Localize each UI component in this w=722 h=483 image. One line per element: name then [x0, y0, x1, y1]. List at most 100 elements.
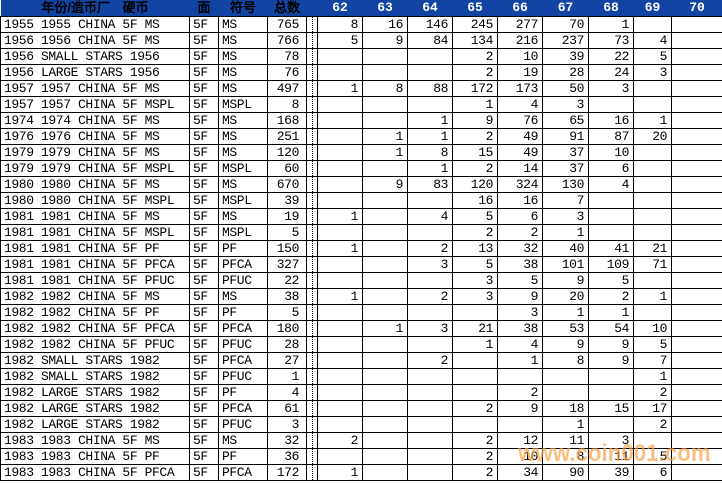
grade-count-cell: 9 — [497, 288, 543, 305]
denomination-cell: 5F — [189, 192, 219, 209]
grade-count-cell — [362, 416, 408, 433]
designation-cell: MS — [218, 80, 268, 97]
pane-split-spacer — [306, 416, 318, 433]
grade-count-cell: 1 — [542, 416, 589, 433]
designation-cell: MS — [218, 128, 268, 145]
designation-cell: PF — [218, 304, 268, 321]
table-row: 1982 LARGE STARS 1982 5F PFCA 61 2 9 18 15 1… — [0, 400, 722, 417]
grade-count-cell: 7 — [633, 352, 672, 369]
pane-split-spacer — [306, 448, 318, 465]
grade-count-cell: 245 — [452, 16, 498, 33]
year-mint-cell: 1981 1981 CHINA 5F PFUC — [0, 272, 190, 289]
grade-count-cell: 8 — [317, 16, 363, 33]
grade-count-cell — [407, 416, 453, 433]
grade-count-cell: 1 — [542, 304, 589, 321]
table-row: 1955 1955 CHINA 5F MS 5F MS 765 8 16 146 24… — [0, 16, 722, 33]
table-body: 1955 1955 CHINA 5F MS 5F MS 765 8 16 146 24… — [0, 16, 722, 481]
grade-count-cell — [671, 176, 722, 193]
grade-count-cell: 1 — [407, 112, 453, 129]
grade-count-cell — [317, 64, 363, 81]
grade-count-cell: 88 — [407, 80, 453, 97]
denomination-cell: 5F — [189, 96, 219, 113]
pane-split-spacer — [306, 208, 318, 225]
grade-count-cell: 20 — [633, 128, 672, 145]
grade-count-cell: 15 — [452, 144, 498, 161]
total-cell: 251 — [267, 128, 307, 145]
grade-count-cell: 3 — [407, 320, 453, 337]
pane-split-spacer — [306, 304, 318, 321]
denomination-cell: 5F — [189, 80, 219, 97]
grade-count-cell: 172 — [452, 80, 498, 97]
grade-count-cell: 10 — [497, 448, 543, 465]
grade-count-cell: 11 — [542, 432, 589, 449]
grade-count-cell: 70 — [542, 16, 589, 33]
pane-split-dotted-line — [311, 449, 313, 464]
grade-count-cell: 16 — [362, 16, 408, 33]
grade-count-cell: 91 — [542, 128, 589, 145]
grade-count-cell: 34 — [497, 464, 543, 481]
grade-count-cell — [362, 224, 408, 241]
pane-split-dotted-line — [311, 321, 313, 336]
year-mint-label: 年份/造币厂 — [41, 0, 110, 15]
grade-count-cell — [362, 192, 408, 209]
grade-count-cell — [362, 384, 408, 401]
year-mint-cell: 1974 1974 CHINA 5F MS — [0, 112, 190, 129]
grade-count-cell — [588, 416, 634, 433]
table-row: 1981 1981 CHINA 5F PF 5F PF 150 1 2 13 32 40… — [0, 240, 722, 257]
grade-count-cell: 84 — [407, 32, 453, 49]
grade-count-cell: 16 — [588, 112, 634, 129]
grade-count-cell — [633, 208, 672, 225]
grade-count-cell: 1 — [362, 144, 408, 161]
grade-count-cell: 6 — [633, 464, 672, 481]
year-mint-cell: 1981 1981 CHINA 5F MSPL — [0, 224, 190, 241]
year-mint-cell: 1983 1983 CHINA 5F MS — [0, 432, 190, 449]
grade-count-cell — [317, 384, 363, 401]
total-cell: 3 — [267, 416, 307, 433]
total-cell: 76 — [267, 64, 307, 81]
grade-count-cell — [317, 272, 363, 289]
table-row: 1974 1974 CHINA 5F MS 5F MS 168 1 9 76 65 16… — [0, 112, 722, 129]
total-cell: 32 — [267, 432, 307, 449]
year-mint-cell: 1982 SMALL STARS 1982 — [0, 368, 190, 385]
grade-count-cell: 71 — [633, 256, 672, 273]
denomination-cell: 5F — [189, 208, 219, 225]
grade-count-cell: 4 — [497, 336, 543, 353]
designation-cell: PF — [218, 240, 268, 257]
grade-count-cell: 24 — [588, 64, 634, 81]
pane-split-spacer — [306, 384, 318, 401]
grade-count-cell: 130 — [542, 176, 589, 193]
grade-count-cell: 120 — [452, 176, 498, 193]
total-cell: 27 — [267, 352, 307, 369]
grade-count-cell: 3 — [452, 272, 498, 289]
pane-split-dotted-line — [311, 369, 313, 384]
total-cell: 670 — [267, 176, 307, 193]
grade-count-cell — [317, 112, 363, 129]
grade-count-cell: 2 — [317, 432, 363, 449]
pane-split-spacer — [306, 400, 318, 417]
grade-count-cell: 39 — [542, 48, 589, 65]
pane-split-dotted-line — [311, 241, 313, 256]
denomination-cell: 5F — [189, 352, 219, 369]
designation-cell: PFUC — [218, 336, 268, 353]
grade-count-cell — [317, 336, 363, 353]
pane-split-spacer — [306, 176, 318, 193]
grade-count-cell — [407, 448, 453, 465]
pane-split-spacer — [306, 272, 318, 289]
grade-count-cell — [407, 384, 453, 401]
grade-count-cell — [407, 304, 453, 321]
grade-count-cell — [317, 256, 363, 273]
grade-count-cell: 1 — [362, 128, 408, 145]
grade-count-cell — [407, 272, 453, 289]
table-row: 1979 1979 CHINA 5F MSPL 5F MSPL 60 1 2 14 3… — [0, 160, 722, 177]
grade-count-cell: 3 — [542, 96, 589, 113]
grade-count-cell — [452, 304, 498, 321]
year-mint-cell: 1982 LARGE STARS 1982 — [0, 400, 190, 417]
total-cell: 327 — [267, 256, 307, 273]
total-cell: 168 — [267, 112, 307, 129]
grade-count-cell: 3 — [633, 64, 672, 81]
designation-cell: PFCA — [218, 400, 268, 417]
total-cell: 19 — [267, 208, 307, 225]
grade-count-cell — [671, 416, 722, 433]
table-row: 1982 SMALL STARS 1982 5F PFUC 1 1 — [0, 368, 722, 385]
